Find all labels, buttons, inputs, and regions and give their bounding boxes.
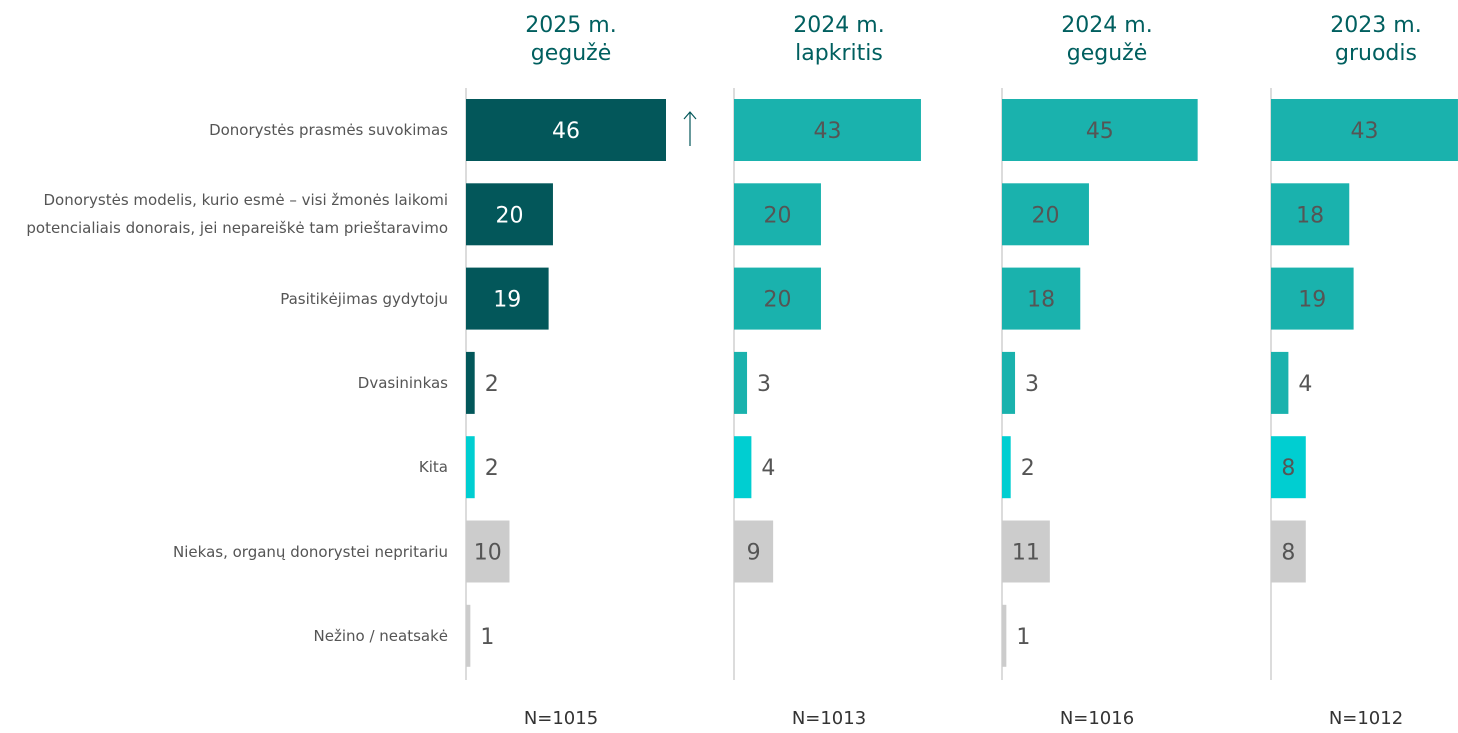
bar bbox=[1002, 99, 1198, 161]
value-label: 2 bbox=[1021, 456, 1035, 481]
sample-size: N=1015 bbox=[523, 708, 599, 729]
bar bbox=[466, 520, 510, 583]
value-label: 43 bbox=[1350, 119, 1378, 144]
value-label: 3 bbox=[757, 372, 771, 397]
value-label: 18 bbox=[1296, 203, 1324, 228]
value-label: 3 bbox=[1025, 372, 1039, 397]
value-label: 19 bbox=[493, 288, 521, 313]
bar bbox=[1002, 183, 1089, 246]
bar bbox=[466, 351, 475, 414]
category-label: Niekas, organų donorystei nepritariu bbox=[173, 542, 448, 561]
category-label: Donorystės modelis, kurio esmė – visi žm… bbox=[26, 191, 448, 238]
bar bbox=[466, 183, 553, 246]
increase-arrow-head bbox=[683, 111, 697, 120]
sample-size: N=1012 bbox=[1328, 708, 1404, 729]
value-label: 18 bbox=[1027, 288, 1055, 313]
sample-size: N=1013 bbox=[791, 708, 867, 729]
bar bbox=[1002, 267, 1081, 330]
value-label: 46 bbox=[552, 119, 580, 144]
value-label: 2 bbox=[485, 372, 499, 397]
bar bbox=[734, 183, 821, 246]
bar bbox=[1271, 351, 1289, 414]
category-label: Nežino / neatsakė bbox=[313, 626, 449, 645]
value-label: 2 bbox=[485, 456, 499, 481]
bar bbox=[1271, 183, 1350, 246]
bar bbox=[1271, 520, 1306, 583]
bar bbox=[466, 267, 549, 330]
value-label: 19 bbox=[1298, 288, 1326, 313]
panel-title: 2024 m. gegužė bbox=[1061, 13, 1153, 66]
value-label: 9 bbox=[747, 541, 761, 566]
panel-title: 2023 m. gruodis bbox=[1330, 13, 1422, 66]
value-label: 1 bbox=[1016, 625, 1030, 650]
bar bbox=[1271, 267, 1354, 330]
value-label: 45 bbox=[1086, 119, 1114, 144]
bar bbox=[1002, 604, 1007, 667]
value-label: 20 bbox=[763, 288, 791, 313]
bar bbox=[734, 99, 921, 161]
bar bbox=[466, 436, 475, 499]
bar bbox=[734, 520, 774, 583]
category-label: Pasitikėjimas gydytoju bbox=[280, 289, 448, 308]
bar bbox=[1002, 520, 1050, 583]
value-label: 4 bbox=[761, 456, 775, 481]
value-label: 4 bbox=[1298, 372, 1312, 397]
bar bbox=[466, 99, 666, 161]
value-label: 11 bbox=[1012, 541, 1040, 566]
value-label: 10 bbox=[474, 541, 502, 566]
bar bbox=[734, 267, 821, 330]
category-label: Donorystės prasmės suvokimas bbox=[209, 121, 448, 139]
bar bbox=[1271, 436, 1306, 499]
bar bbox=[1002, 351, 1016, 414]
bar bbox=[1271, 99, 1458, 161]
value-label: 20 bbox=[1031, 203, 1059, 228]
bar bbox=[734, 351, 748, 414]
bar bbox=[734, 436, 752, 499]
value-label: 20 bbox=[763, 203, 791, 228]
value-label: 43 bbox=[813, 119, 841, 144]
category-label: Dvasininkas bbox=[357, 373, 448, 392]
panel-title: 2024 m. lapkritis bbox=[793, 13, 885, 66]
value-label: 20 bbox=[495, 203, 523, 228]
bar bbox=[466, 604, 471, 667]
category-label: Kita bbox=[418, 458, 448, 477]
sample-size: N=1016 bbox=[1059, 708, 1135, 729]
value-label: 8 bbox=[1281, 541, 1295, 566]
value-label: 8 bbox=[1281, 456, 1295, 481]
panel-title: 2025 m. gegužė bbox=[525, 13, 617, 66]
value-label: 1 bbox=[480, 625, 494, 650]
bar bbox=[1002, 436, 1011, 499]
